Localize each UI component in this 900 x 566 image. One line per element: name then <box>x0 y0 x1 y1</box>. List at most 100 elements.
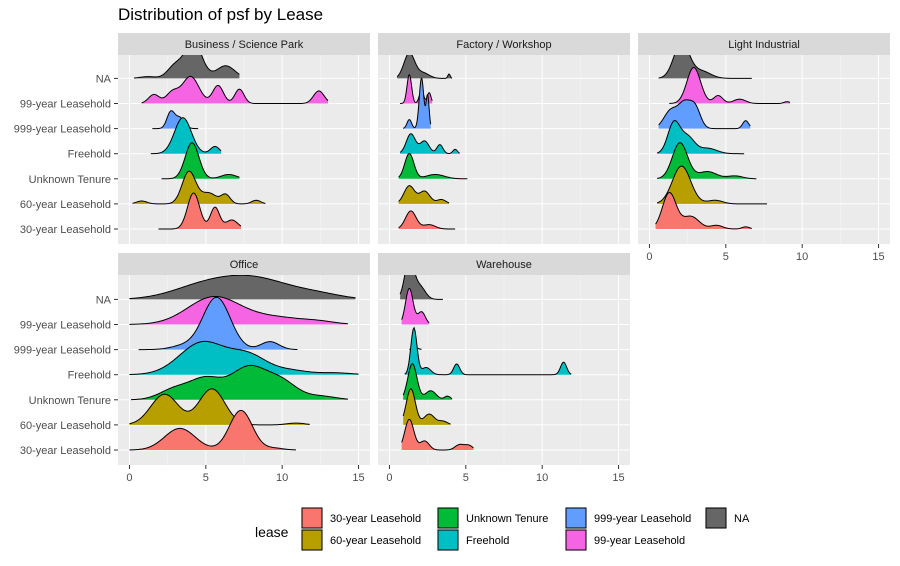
facet-panels: Business / Science Park NA 99-year Leaseho… <box>14 33 890 484</box>
ridge-outline-light-industrial-30-year-leasehold <box>655 191 752 230</box>
ridge-outline-warehouse-99-year-leasehold <box>401 287 430 324</box>
legend-label-na: NA <box>734 513 750 525</box>
ridge-factory-workshop-60-year-leasehold <box>398 185 450 204</box>
ridge-outline-warehouse-na <box>399 275 443 300</box>
strip-label-office: Office <box>230 259 259 271</box>
ridge-outline-office-unknown-tenure <box>130 364 348 401</box>
ridge-factory-workshop-999-year-leasehold <box>403 78 431 129</box>
ridge-outline-business-science-park-na <box>134 55 240 79</box>
legend-swatch-999-year-leasehold <box>565 507 587 529</box>
facet-business-science-park: Business / Science Park NA 99-year Leaseho… <box>14 33 370 244</box>
x-tick-label: 10 <box>276 472 288 484</box>
ridge-light-industrial-999-year-leasehold <box>658 99 751 129</box>
strip-factory-workshop <box>378 33 630 55</box>
x-tick-label: 10 <box>536 472 548 484</box>
legend-swatch-30-year-leasehold <box>301 507 323 529</box>
y-tick-label: Unknown Tenure <box>29 395 111 407</box>
ridge-warehouse-99-year-leasehold <box>401 288 430 325</box>
legend-item-freehold: Freehold <box>437 529 509 551</box>
strip-business-science-park <box>118 33 370 55</box>
legend-swatch-99-year-leasehold <box>565 529 587 551</box>
ridge-outline-warehouse-unknown-tenure <box>402 363 453 400</box>
ridge-outline-business-science-park-99-year-leasehold <box>141 75 329 104</box>
legend-swatch-60-year-leasehold <box>301 529 323 551</box>
ridge-outline-business-science-park-30-year-leasehold <box>158 192 242 230</box>
legend-label-unknown-tenure: Unknown Tenure <box>466 513 548 525</box>
strip-label-business-science-park: Business / Science Park <box>185 39 304 51</box>
legend-swatch-unknown-tenure <box>437 507 459 529</box>
facet-light-industrial: Light Industrial 0 5 10 15 <box>638 33 890 263</box>
ridge-warehouse-freehold <box>404 327 572 375</box>
y-tick-label: 999-year Leasehold <box>14 345 111 357</box>
ridge-office-30-year-leasehold <box>129 410 296 450</box>
facet-warehouse: Warehouse 0 5 10 15 <box>378 253 630 484</box>
ridge-factory-workshop-freehold <box>400 133 460 154</box>
ridge-outline-factory-workshop-freehold <box>399 133 460 154</box>
legend-item-na: NA <box>705 507 750 529</box>
legend-label-30-year-leasehold: 30-year Leasehold <box>330 513 421 525</box>
ridge-outline-office-na <box>129 275 356 300</box>
strip-office <box>118 253 370 275</box>
x-tick-label: 0 <box>386 472 392 484</box>
legend-item-60-year-leasehold: 60-year Leasehold <box>301 529 421 551</box>
ridge-outline-office-30-year-leasehold <box>129 409 296 451</box>
legend-item-unknown-tenure: Unknown Tenure <box>437 507 548 529</box>
ridge-factory-workshop-99-year-leasehold <box>400 74 433 104</box>
ridge-outline-light-industrial-60-year-leasehold <box>656 165 768 205</box>
ridge-business-science-park-999-year-leasehold <box>152 110 199 129</box>
ridge-outline-factory-workshop-na <box>396 55 453 79</box>
ridges-factory-workshop <box>396 55 468 230</box>
y-tick-label: 30-year Leasehold <box>20 224 111 236</box>
ridge-office-unknown-tenure <box>130 365 348 400</box>
strip-light-industrial <box>638 33 890 55</box>
legend-label-999-year-leasehold: 999-year Leasehold <box>594 513 691 525</box>
y-tick-label: 99-year Leasehold <box>20 99 111 111</box>
ridge-outline-warehouse-freehold <box>404 326 572 376</box>
ridge-outline-light-industrial-999-year-leasehold <box>658 99 751 130</box>
x-tick-label: 15 <box>352 472 364 484</box>
ridge-outline-business-science-park-999-year-leasehold <box>152 110 199 130</box>
ridge-outline-factory-workshop-999-year-leasehold <box>403 77 432 129</box>
y-tick-label: 999-year Leasehold <box>14 124 111 136</box>
ridge-outline-light-industrial-freehold <box>656 120 745 155</box>
ridge-outline-light-industrial-na <box>658 55 752 79</box>
ridge-factory-workshop-30-year-leasehold <box>398 210 456 229</box>
legend-item-30-year-leasehold: 30-year Leasehold <box>301 507 421 529</box>
legend-swatch-freehold <box>437 529 459 551</box>
legend: lease 30-year Leasehold 60-year Leasehold U… <box>255 507 750 551</box>
ridge-office-999-year-leasehold <box>138 297 298 350</box>
y-tick-label: Freehold <box>68 149 111 161</box>
ridge-outline-warehouse-30-year-leasehold <box>401 418 474 451</box>
ridge-business-science-park-freehold <box>150 117 222 154</box>
legend-swatch-na <box>705 507 727 529</box>
x-tick-label: 0 <box>126 472 132 484</box>
legend-title: lease <box>255 524 289 540</box>
ridge-outline-business-science-park-unknown-tenure <box>161 142 240 180</box>
legend-label-60-year-leasehold: 60-year Leasehold <box>330 535 421 547</box>
y-tick-label: 60-year Leasehold <box>20 199 111 211</box>
chart-title: Distribution of psf by Lease <box>118 5 323 24</box>
strip-label-light-industrial: Light Industrial <box>728 39 800 51</box>
ridge-factory-workshop-unknown-tenure <box>398 153 468 179</box>
ridge-outline-office-999-year-leasehold <box>138 296 298 351</box>
ridge-light-industrial-99-year-leasehold <box>669 67 790 104</box>
legend-label-freehold: Freehold <box>466 535 509 547</box>
ridge-outline-business-science-park-freehold <box>150 117 222 155</box>
ridge-outline-light-industrial-99-year-leasehold <box>669 67 791 104</box>
ridges-warehouse <box>399 275 572 451</box>
x-tick-label: 10 <box>796 251 808 263</box>
ridge-business-science-park-60-year-leasehold <box>132 171 266 204</box>
y-tick-label: 99-year Leasehold <box>20 320 111 332</box>
ridge-business-science-park-99-year-leasehold <box>141 76 328 104</box>
ridge-outline-factory-workshop-unknown-tenure <box>398 153 468 180</box>
x-tick-label: 0 <box>646 251 652 263</box>
strip-warehouse <box>378 253 630 275</box>
ridge-business-science-park-30-year-leasehold <box>158 193 241 229</box>
ridge-warehouse-60-year-leasehold <box>403 388 451 425</box>
strip-label-factory-workshop: Factory / Workshop <box>456 39 551 51</box>
y-tick-label: NA <box>96 73 112 85</box>
ridge-warehouse-30-year-leasehold <box>401 419 474 450</box>
strip-label-warehouse: Warehouse <box>476 259 532 271</box>
ridge-outline-office-freehold <box>129 340 359 376</box>
